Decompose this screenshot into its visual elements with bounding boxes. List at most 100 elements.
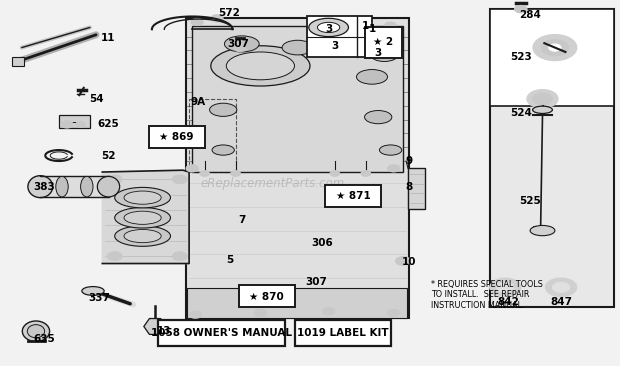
Circle shape <box>186 165 198 172</box>
Text: 337: 337 <box>88 293 110 303</box>
Circle shape <box>396 257 410 265</box>
Circle shape <box>497 282 514 292</box>
Text: 9A: 9A <box>191 97 206 108</box>
Circle shape <box>107 175 122 184</box>
Text: 635: 635 <box>33 333 56 344</box>
Bar <box>187 288 407 318</box>
Circle shape <box>515 5 527 13</box>
Polygon shape <box>144 318 166 335</box>
Text: 524: 524 <box>510 108 532 119</box>
Circle shape <box>330 171 340 176</box>
Circle shape <box>231 171 241 176</box>
Text: 8: 8 <box>405 182 413 192</box>
Text: 1: 1 <box>362 20 370 31</box>
Circle shape <box>61 121 73 128</box>
Ellipse shape <box>356 70 388 84</box>
Text: 3: 3 <box>331 41 339 51</box>
Ellipse shape <box>379 145 402 155</box>
Text: 572: 572 <box>218 8 241 18</box>
Ellipse shape <box>309 18 348 37</box>
Circle shape <box>107 252 122 261</box>
Bar <box>408 168 425 209</box>
Ellipse shape <box>56 176 68 197</box>
Bar <box>326 185 381 207</box>
Ellipse shape <box>115 226 171 246</box>
Circle shape <box>388 165 400 172</box>
Ellipse shape <box>124 211 161 224</box>
Bar <box>158 320 285 346</box>
Text: 5: 5 <box>226 255 233 265</box>
Circle shape <box>172 252 187 261</box>
Text: * REQUIRES SPECIAL TOOLS
TO INSTALL.  SEE REPAIR
INSTRUCTION MANUAL.: * REQUIRES SPECIAL TOOLS TO INSTALL. SEE… <box>431 280 542 310</box>
Text: 54: 54 <box>89 94 104 104</box>
Circle shape <box>76 122 86 127</box>
Bar <box>365 26 402 57</box>
Ellipse shape <box>533 106 552 113</box>
Polygon shape <box>102 170 189 264</box>
Circle shape <box>211 15 223 22</box>
Text: 307: 307 <box>305 277 327 287</box>
Ellipse shape <box>124 229 161 243</box>
Circle shape <box>533 93 552 105</box>
Bar <box>186 18 409 318</box>
Ellipse shape <box>365 111 392 124</box>
Circle shape <box>200 171 210 176</box>
Circle shape <box>527 90 558 108</box>
Text: 1058 OWNER'S MANUAL: 1058 OWNER'S MANUAL <box>151 328 292 338</box>
Text: 10: 10 <box>402 257 417 267</box>
Text: 11: 11 <box>101 33 116 44</box>
Bar <box>490 9 614 307</box>
Bar <box>59 115 90 128</box>
Ellipse shape <box>226 52 294 80</box>
Circle shape <box>234 44 246 52</box>
Ellipse shape <box>282 40 313 55</box>
Circle shape <box>490 278 521 296</box>
Ellipse shape <box>210 103 237 116</box>
Ellipse shape <box>317 22 340 33</box>
Ellipse shape <box>124 191 161 204</box>
Text: 1: 1 <box>368 24 376 34</box>
Text: eReplacementParts.com: eReplacementParts.com <box>201 176 345 190</box>
Ellipse shape <box>28 176 53 198</box>
Bar <box>294 320 391 346</box>
Text: 3: 3 <box>325 24 332 34</box>
Text: 847: 847 <box>550 297 572 307</box>
Ellipse shape <box>224 36 259 52</box>
Circle shape <box>533 35 577 60</box>
Text: 307: 307 <box>228 39 250 49</box>
Ellipse shape <box>115 208 171 228</box>
Text: 625: 625 <box>97 119 120 130</box>
Text: 7: 7 <box>238 214 246 225</box>
Ellipse shape <box>115 187 171 208</box>
Circle shape <box>549 44 561 51</box>
Ellipse shape <box>371 48 398 61</box>
Bar <box>149 126 205 148</box>
Text: 306: 306 <box>311 238 334 249</box>
Ellipse shape <box>27 325 45 338</box>
Circle shape <box>541 40 569 56</box>
Text: 52: 52 <box>101 150 116 161</box>
Text: 383: 383 <box>33 182 56 192</box>
Circle shape <box>189 311 202 318</box>
Circle shape <box>191 18 203 26</box>
Text: 842: 842 <box>497 297 520 307</box>
Bar <box>239 285 294 307</box>
Text: 284: 284 <box>519 10 541 20</box>
Text: 13: 13 <box>157 326 172 336</box>
Circle shape <box>172 175 187 184</box>
Ellipse shape <box>97 176 120 197</box>
Text: ★ 870: ★ 870 <box>249 291 284 302</box>
Text: ★ 2: ★ 2 <box>373 37 393 47</box>
Circle shape <box>552 282 570 292</box>
Ellipse shape <box>82 287 104 295</box>
Text: 9: 9 <box>405 156 413 166</box>
Circle shape <box>384 22 397 29</box>
Text: 1019 LABEL KIT: 1019 LABEL KIT <box>297 328 388 338</box>
Bar <box>12 57 24 66</box>
Ellipse shape <box>530 225 555 236</box>
Bar <box>192 26 403 172</box>
Ellipse shape <box>211 46 310 86</box>
Circle shape <box>546 278 577 296</box>
Bar <box>490 9 614 106</box>
Ellipse shape <box>212 145 234 155</box>
